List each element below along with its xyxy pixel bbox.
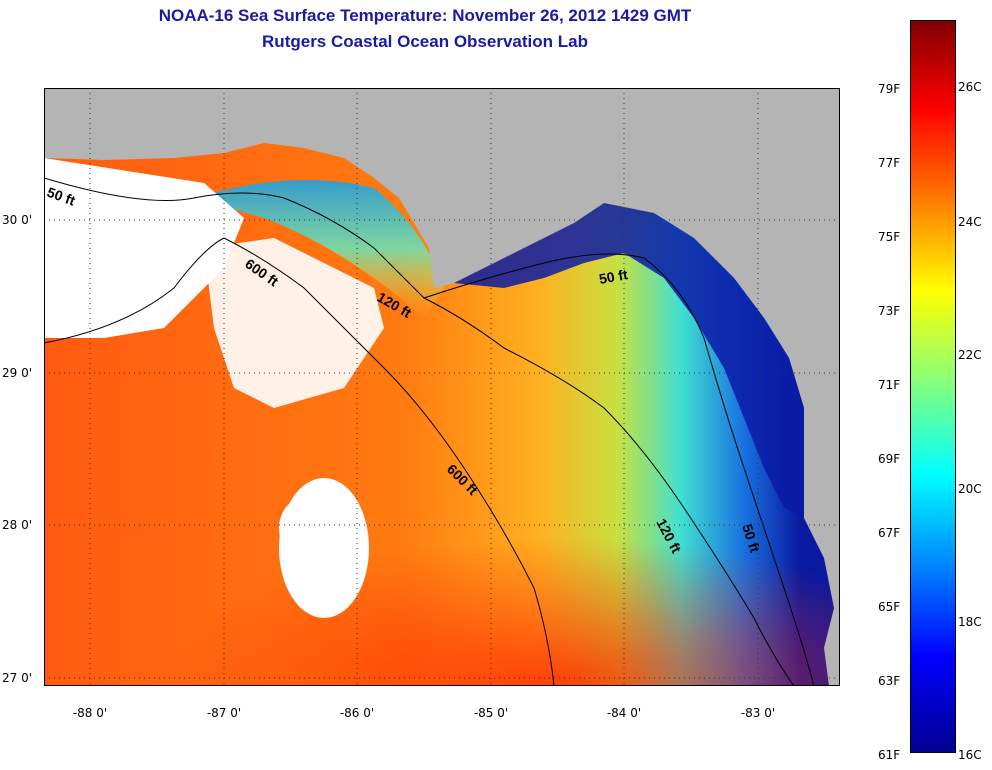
map-subtitle: Rutgers Coastal Ocean Observation Lab	[262, 32, 588, 51]
longitude-label: -87 0'	[206, 706, 242, 720]
depth-contours	[44, 177, 815, 686]
fahrenheit-label: 71F	[878, 378, 901, 392]
latitude-label: 29 0'	[2, 366, 33, 380]
latitude-label: 27 0'	[2, 671, 33, 685]
fahrenheit-label: 77F	[878, 156, 901, 170]
longitude-label: -86 0'	[339, 706, 375, 720]
fahrenheit-label: 63F	[878, 674, 901, 688]
sst-map: 50 ft 600 ft 120 ft 50 ft 600 ft 120 ft …	[44, 88, 840, 686]
fahrenheit-label: 69F	[878, 452, 901, 466]
fahrenheit-label: 61F	[878, 748, 901, 762]
longitude-label: -84 0'	[606, 706, 642, 720]
warm-region	[44, 388, 840, 686]
fahrenheit-label: 79F	[878, 82, 901, 96]
fahrenheit-label: 75F	[878, 230, 901, 244]
celsius-label: 26C	[958, 80, 982, 94]
map-frame	[44, 88, 840, 686]
contour-label: 50 ft	[598, 266, 629, 287]
map-title: NOAA-16 Sea Surface Temperature: Novembe…	[158, 6, 692, 25]
longitude-label: -83 0'	[740, 706, 776, 720]
fahrenheit-label: 67F	[878, 526, 901, 540]
celsius-label: 22C	[958, 348, 982, 362]
longitude-label: -85 0'	[473, 706, 509, 720]
celsius-label: 24C	[958, 215, 982, 229]
fahrenheit-label: 65F	[878, 600, 901, 614]
cloud-cover	[44, 158, 384, 618]
fahrenheit-label: 73F	[878, 304, 901, 318]
cold-coastal-band	[454, 203, 804, 518]
temperature-colorbar	[910, 20, 956, 753]
latitude-label: 30 0'	[2, 213, 33, 227]
latitude-label: 28 0'	[2, 518, 33, 532]
celsius-label: 18C	[958, 615, 982, 629]
land	[44, 88, 840, 686]
celsius-label: 20C	[958, 482, 982, 496]
longitude-label: -88 0'	[72, 706, 108, 720]
celsius-label: 16C	[958, 748, 982, 762]
shelf-cool-water	[194, 180, 444, 318]
